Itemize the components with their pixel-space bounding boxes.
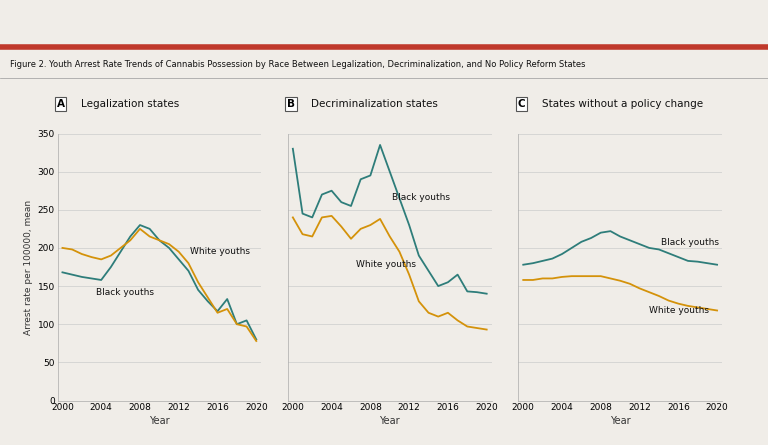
Text: States without a policy change: States without a policy change xyxy=(541,99,703,109)
Text: White youths: White youths xyxy=(190,247,250,256)
Text: Black youths: Black youths xyxy=(96,288,154,297)
Y-axis label: Arrest rate per 100000, mean: Arrest rate per 100000, mean xyxy=(25,199,33,335)
Text: Figure 2. Youth Arrest Rate Trends of Cannabis Possession by Race Between Legali: Figure 2. Youth Arrest Rate Trends of Ca… xyxy=(10,60,585,69)
Text: Decriminalization states: Decriminalization states xyxy=(311,99,439,109)
Text: C: C xyxy=(518,99,525,109)
Text: Black youths: Black youths xyxy=(661,238,719,247)
Text: White youths: White youths xyxy=(649,306,709,315)
Text: Legalization states: Legalization states xyxy=(81,99,179,109)
Text: B: B xyxy=(287,99,295,109)
X-axis label: Year: Year xyxy=(149,417,170,426)
Text: A: A xyxy=(57,99,65,109)
Text: Black youths: Black youths xyxy=(392,193,450,202)
X-axis label: Year: Year xyxy=(379,417,400,426)
X-axis label: Year: Year xyxy=(610,417,631,426)
Text: White youths: White youths xyxy=(356,260,415,269)
